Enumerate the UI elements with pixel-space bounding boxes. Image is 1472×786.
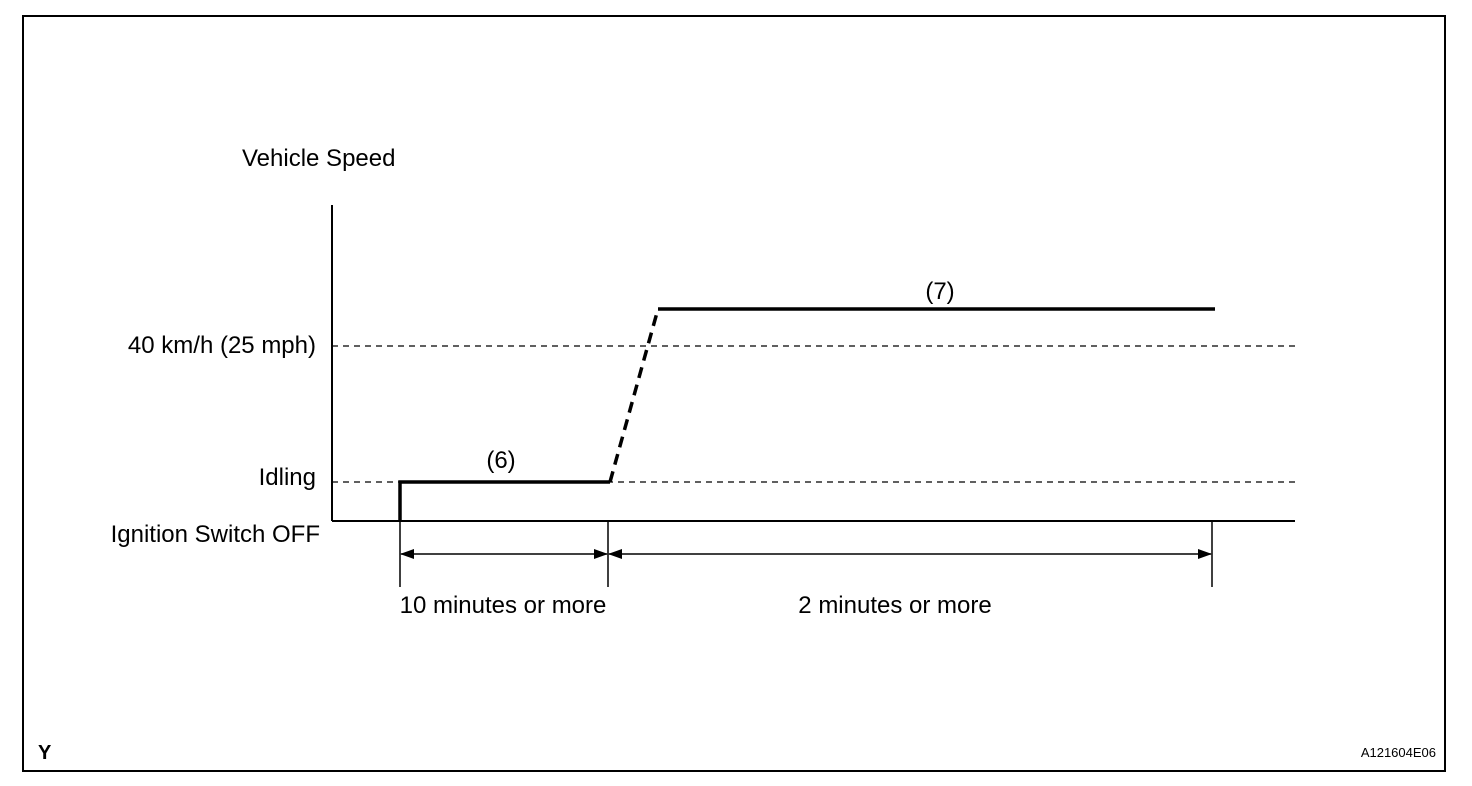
ignition-off-label: Ignition Switch OFF bbox=[110, 521, 320, 548]
y-axis-title: Vehicle Speed bbox=[242, 145, 396, 172]
corner-mark: Y bbox=[38, 742, 52, 764]
step-7-label: (7) bbox=[925, 278, 955, 305]
duration-first-label: 10 minutes or more bbox=[399, 592, 607, 619]
acceleration-dashed-line bbox=[608, 308, 660, 483]
speed-level-label: 40 km/h (25 mph) bbox=[127, 332, 316, 359]
figure-code: A121604E06 bbox=[1360, 745, 1436, 760]
step-6-label: (6) bbox=[486, 447, 516, 474]
idling-profile-line bbox=[398, 480, 610, 521]
duration-second-label: 2 minutes or more bbox=[798, 592, 992, 619]
idling-level-label: Idling bbox=[258, 464, 316, 491]
figure-frame bbox=[22, 15, 1446, 772]
